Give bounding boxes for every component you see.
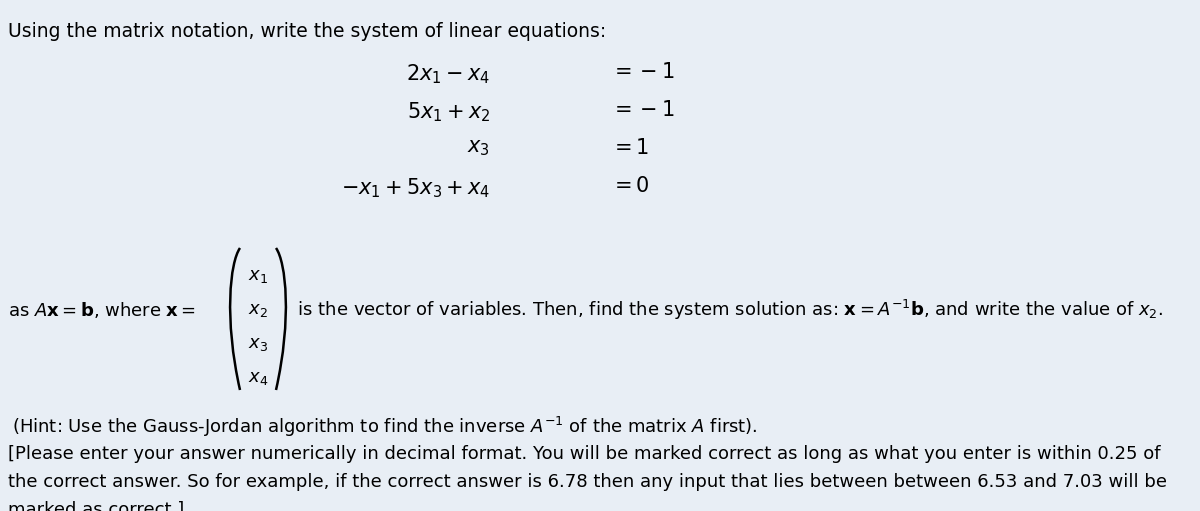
- Text: $5x_1 + x_2$: $5x_1 + x_2$: [407, 100, 490, 124]
- Text: $-x_1 + 5x_3 + x_4$: $-x_1 + 5x_3 + x_4$: [341, 176, 490, 200]
- Text: $x_3$: $x_3$: [248, 335, 268, 353]
- Text: $= -1$: $= -1$: [610, 62, 674, 82]
- Text: [Please enter your answer numerically in decimal format. You will be marked corr: [Please enter your answer numerically in…: [8, 445, 1160, 463]
- Text: $x_2$: $x_2$: [248, 301, 268, 319]
- Text: as $A\mathbf{x} = \mathbf{b}$, where $\mathbf{x} = $: as $A\mathbf{x} = \mathbf{b}$, where $\m…: [8, 300, 196, 320]
- Text: $x_4$: $x_4$: [248, 369, 268, 387]
- Text: is the vector of variables. Then, find the system solution as: $\mathbf{x} = A^{: is the vector of variables. Then, find t…: [292, 298, 1163, 322]
- Text: $x_1$: $x_1$: [248, 267, 268, 285]
- Text: the correct answer. So for example, if the correct answer is 6.78 then any input: the correct answer. So for example, if t…: [8, 473, 1166, 491]
- Text: $= 1$: $= 1$: [610, 138, 649, 158]
- Text: $= -1$: $= -1$: [610, 100, 674, 120]
- Text: $2x_1 - x_4$: $2x_1 - x_4$: [406, 62, 490, 86]
- Text: $x_3$: $x_3$: [467, 138, 490, 157]
- Text: Using the matrix notation, write the system of linear equations:: Using the matrix notation, write the sys…: [8, 22, 606, 41]
- Text: $= 0$: $= 0$: [610, 176, 649, 196]
- Text: (Hint: Use the Gauss-Jordan algorithm to find the inverse $A^{-1}$ of the matrix: (Hint: Use the Gauss-Jordan algorithm to…: [12, 415, 757, 439]
- Text: marked as correct.]: marked as correct.]: [8, 501, 185, 511]
